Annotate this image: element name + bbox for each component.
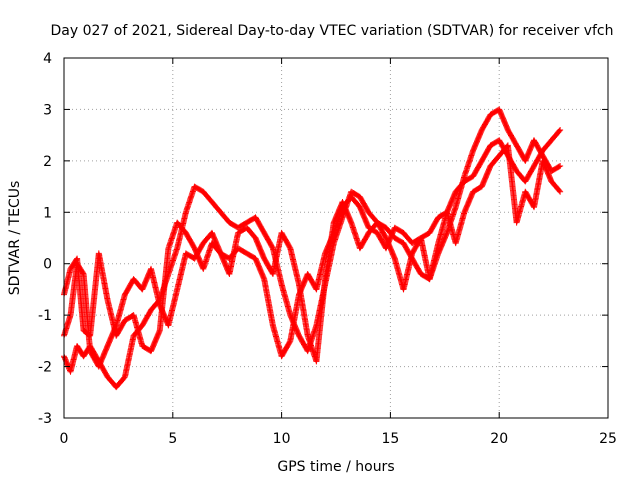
y-tick-label: 1 — [43, 205, 52, 221]
x-tick-label: 15 — [381, 431, 399, 447]
data-point — [556, 127, 563, 134]
y-tick-label: -1 — [38, 308, 52, 324]
data-point — [556, 187, 563, 194]
y-tick-label: 4 — [43, 51, 52, 67]
y-tick-label: 0 — [43, 257, 52, 273]
series-3 — [61, 142, 564, 365]
chart-title: Day 027 of 2021, Sidereal Day-to-day VTE… — [50, 23, 613, 39]
data-point — [557, 188, 564, 195]
plot-frame — [63, 57, 609, 419]
x-tick-label: 25 — [599, 431, 617, 447]
data-point — [557, 163, 564, 169]
x-tick-label: 0 — [60, 431, 69, 447]
y-tick-label: -2 — [38, 360, 52, 376]
y-axis-label: SDTVAR / TECUs — [7, 181, 23, 296]
y-tick-label: 2 — [43, 154, 52, 170]
x-axis-label: GPS time / hours — [277, 459, 394, 475]
x-tick-label: 20 — [490, 431, 508, 447]
y-tick-label: 3 — [43, 102, 52, 118]
x-tick-label: 10 — [273, 431, 291, 447]
data-layer — [61, 106, 564, 391]
data-point — [556, 163, 562, 170]
data-point — [557, 127, 564, 133]
axes: 0 5 10 15 20 25 -3 -2 -1 0 1 2 3 4 — [38, 51, 617, 447]
y-tick-label: -3 — [38, 411, 52, 427]
x-tick-label: 5 — [168, 431, 177, 447]
